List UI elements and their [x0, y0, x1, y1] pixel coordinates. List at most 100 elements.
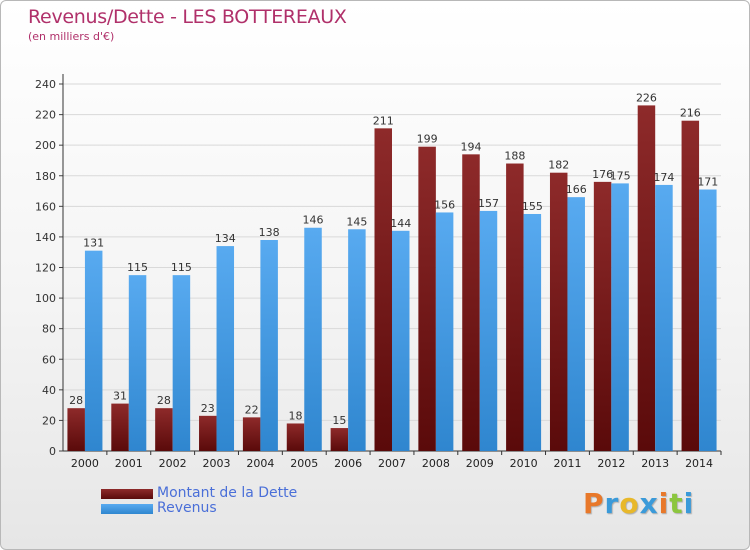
data-label-revenus: 174 — [653, 171, 674, 184]
logo-letter: i — [683, 487, 695, 520]
bar-revenus — [523, 213, 542, 451]
x-tick-label: 2003 — [203, 457, 231, 470]
data-label-dette: 194 — [460, 140, 481, 153]
data-label-dette: 182 — [548, 159, 569, 172]
data-label-revenus: 115 — [171, 261, 192, 274]
bar-dette — [199, 415, 217, 451]
data-label-dette: 31 — [113, 390, 127, 403]
x-tick-label: 2001 — [115, 457, 143, 470]
data-label-dette: 199 — [417, 133, 438, 146]
bar-revenus — [479, 210, 498, 451]
bar-revenus — [611, 183, 629, 452]
bar-revenus — [128, 275, 147, 451]
data-label-dette: 211 — [373, 114, 394, 127]
data-label-dette: 23 — [201, 402, 215, 415]
logo-letter: r — [604, 487, 620, 520]
x-tick-label: 2004 — [246, 457, 274, 470]
data-label-dette: 15 — [332, 414, 346, 427]
y-tick-label: 140 — [35, 231, 56, 244]
bar-dette — [374, 128, 392, 451]
bar-revenus — [172, 275, 191, 451]
chart-unit-label: (en milliers d'€) — [28, 30, 115, 43]
bar-revenus — [435, 212, 454, 451]
x-tick-label: 2012 — [597, 457, 625, 470]
y-tick-label: 120 — [35, 262, 56, 275]
data-label-revenus: 144 — [390, 217, 411, 230]
legend-label-revenus: Revenus — [157, 500, 217, 516]
data-label-revenus: 115 — [127, 261, 148, 274]
x-tick-label: 2013 — [641, 457, 669, 470]
bar-revenus — [260, 239, 278, 451]
logo-letter: x — [639, 487, 659, 520]
bar-dette — [593, 181, 612, 451]
data-label-revenus: 146 — [303, 214, 324, 227]
bar-revenus — [699, 189, 717, 451]
legend-swatch-revenus — [101, 504, 153, 514]
x-tick-label: 2010 — [510, 457, 538, 470]
bar-revenus — [84, 250, 103, 451]
y-tick-label: 0 — [49, 445, 56, 458]
bar-dette — [242, 417, 261, 451]
bar-dette — [111, 403, 129, 451]
x-tick-label: 2009 — [466, 457, 494, 470]
y-tick-label: 100 — [35, 292, 56, 305]
x-tick-label: 2007 — [378, 457, 406, 470]
data-label-dette: 226 — [636, 91, 657, 104]
bar-revenus — [216, 246, 235, 451]
y-tick-label: 60 — [42, 353, 56, 366]
data-label-revenus: 134 — [215, 232, 236, 245]
bar-dette — [637, 105, 656, 452]
bar-dette — [549, 172, 568, 452]
legend-swatch-dette — [101, 489, 153, 499]
logo-letter: i — [658, 487, 670, 520]
y-tick-label: 180 — [35, 170, 56, 183]
x-tick-label: 2011 — [553, 457, 581, 470]
data-label-revenus: 156 — [434, 198, 455, 211]
data-label-dette: 188 — [504, 150, 525, 163]
bar-revenus — [304, 227, 322, 451]
bar-dette — [330, 428, 349, 451]
bar-dette — [286, 423, 305, 451]
y-tick-label: 220 — [35, 109, 56, 122]
y-tick-label: 40 — [42, 384, 56, 397]
y-tick-label: 80 — [42, 323, 56, 336]
x-tick-label: 2002 — [159, 457, 187, 470]
y-tick-label: 200 — [35, 139, 56, 152]
bar-dette — [681, 120, 700, 451]
bar-dette — [462, 154, 480, 451]
chart-title: Revenus/Dette - LES BOTTEREAUX — [28, 6, 347, 28]
bar-revenus — [567, 197, 585, 451]
data-label-revenus: 171 — [697, 176, 718, 189]
logo-letter: o — [619, 487, 640, 520]
bar-dette — [155, 408, 173, 451]
data-label-revenus: 166 — [566, 183, 587, 196]
x-tick-label: 2006 — [334, 457, 362, 470]
data-label-revenus: 157 — [478, 197, 499, 210]
legend-label-dette: Montant de la Dette — [157, 485, 298, 501]
x-tick-label: 2014 — [685, 457, 713, 470]
x-tick-label: 2008 — [422, 457, 450, 470]
logo-letter: P — [583, 487, 605, 520]
logo-letter: t — [669, 487, 684, 520]
bar-dette — [506, 163, 524, 451]
data-label-dette: 28 — [157, 394, 171, 407]
data-label-revenus: 145 — [346, 215, 367, 228]
x-tick-label: 2005 — [290, 457, 318, 470]
bar-dette — [418, 146, 436, 451]
data-label-revenus: 138 — [259, 226, 280, 239]
bar-dette — [67, 408, 85, 451]
bar-revenus — [655, 184, 673, 452]
y-tick-label: 240 — [35, 78, 56, 91]
bar-revenus — [392, 230, 410, 451]
data-label-dette: 18 — [289, 409, 303, 422]
data-label-revenus: 155 — [522, 200, 543, 213]
data-label-dette: 176 — [592, 168, 613, 181]
data-label-dette: 28 — [69, 394, 83, 407]
data-label-dette: 216 — [680, 107, 701, 120]
data-label-revenus: 175 — [610, 169, 631, 182]
y-tick-label: 20 — [42, 414, 56, 427]
x-tick-label: 2000 — [71, 457, 99, 470]
bar-revenus — [348, 229, 366, 451]
